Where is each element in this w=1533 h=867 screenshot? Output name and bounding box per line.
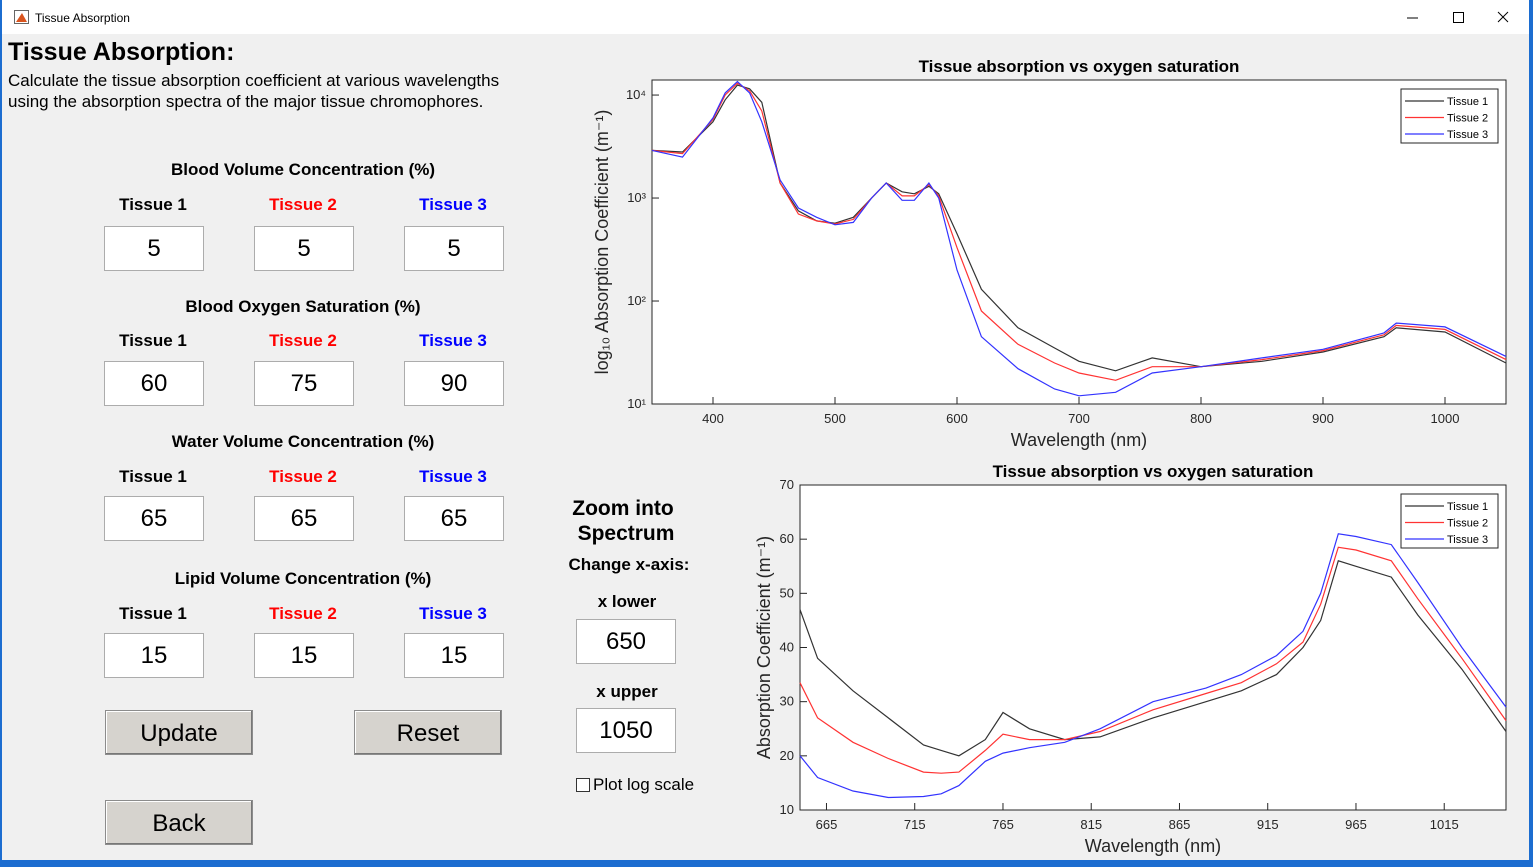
value-input[interactable]: 65: [254, 496, 354, 541]
chart-title: Tissue absorption vs oxygen saturation: [919, 57, 1240, 76]
section-title: Lipid Volume Concentration (%): [174, 569, 432, 588]
x-tick-label: 700: [1068, 411, 1090, 426]
reset-button[interactable]: Reset: [354, 710, 502, 755]
zoom-subtitle: Change x-axis:: [568, 555, 690, 574]
y-tick-label: 20: [780, 748, 794, 763]
axes-area: [799, 484, 1507, 811]
value-input[interactable]: 65: [404, 496, 504, 541]
legend-label: Tissue 3: [1447, 534, 1488, 546]
y-tick-label: 60: [780, 531, 794, 546]
tissue-label: Tissue 1: [119, 195, 187, 214]
x-axis-label: Wavelength (nm): [1085, 836, 1221, 856]
back-button[interactable]: Back: [105, 800, 253, 845]
y-axis-label: log₁₀ Absorption Coefficient (m⁻¹): [592, 110, 612, 375]
value-input[interactable]: 60: [104, 361, 204, 406]
tissue-label: Tissue 3: [419, 331, 487, 350]
y-tick-label: 10⁴: [626, 87, 646, 102]
tissue-label: Tissue 2: [269, 195, 337, 214]
tissue-label: Tissue 3: [419, 604, 487, 623]
y-tick-label: 70: [780, 477, 794, 492]
legend-label: Tissue 1: [1447, 96, 1488, 108]
y-tick-label: 10²: [627, 293, 646, 308]
legend-label: Tissue 2: [1447, 518, 1488, 530]
tissue-label: Tissue 1: [119, 467, 187, 486]
x-axis-label: Wavelength (nm): [1011, 430, 1147, 450]
zoom-title: Zoom into: [572, 497, 674, 520]
value-input[interactable]: 5: [404, 226, 504, 271]
y-tick-label: 10: [780, 802, 794, 817]
x-tick-label: 400: [702, 411, 724, 426]
tissue-label: Tissue 2: [269, 467, 337, 486]
x-upper-input[interactable]: 1050: [576, 708, 676, 753]
y-tick-label: 30: [780, 694, 794, 709]
x-tick-label: 900: [1312, 411, 1334, 426]
value-input[interactable]: 5: [254, 226, 354, 271]
title-bar: Tissue Absorption: [2, 0, 1529, 34]
y-axis-label: Absorption Coefficient (m⁻¹): [754, 536, 774, 759]
y-tick-label: 50: [780, 585, 794, 600]
page-title: Tissue Absorption:: [8, 38, 235, 66]
legend-label: Tissue 2: [1447, 113, 1488, 125]
window-title: Tissue Absorption: [35, 11, 130, 25]
series-line: [799, 533, 1507, 799]
value-input[interactable]: 15: [104, 633, 204, 678]
y-tick-label: 10¹: [627, 396, 646, 411]
value-input[interactable]: 90: [404, 361, 504, 406]
x-tick-label: 600: [946, 411, 968, 426]
value-input[interactable]: 15: [404, 633, 504, 678]
update-button[interactable]: Update: [105, 710, 253, 755]
x-tick-label: 1015: [1430, 817, 1459, 832]
tissue-label: Tissue 2: [269, 604, 337, 623]
chart-title: Tissue absorption vs oxygen saturation: [993, 462, 1314, 481]
y-tick-label: 10³: [627, 190, 646, 205]
log-checkbox-label[interactable]: Plot log scale: [593, 775, 695, 794]
x-tick-label: 1000: [1431, 411, 1460, 426]
tissue-label: Tissue 2: [269, 331, 337, 350]
legend-label: Tissue 1: [1447, 501, 1488, 513]
tissue-label: Tissue 3: [419, 467, 487, 486]
x-lower-input[interactable]: 650: [576, 619, 676, 664]
x-tick-label: 800: [1190, 411, 1212, 426]
x-tick-label: 715: [904, 817, 926, 832]
value-input[interactable]: 65: [104, 496, 204, 541]
series-line: [799, 546, 1507, 774]
tissue-label: Tissue 3: [419, 195, 487, 214]
y-tick-label: 40: [780, 640, 794, 655]
x-tick-label: 665: [816, 817, 838, 832]
value-input[interactable]: 75: [254, 361, 354, 406]
section-title: Blood Volume Concentration (%): [170, 160, 436, 179]
x-lower-label: x lower: [597, 592, 657, 611]
section-title: Water Volume Concentration (%): [171, 432, 435, 451]
legend-label: Tissue 3: [1447, 129, 1488, 141]
value-input[interactable]: 15: [254, 633, 354, 678]
x-tick-label: 815: [1080, 817, 1102, 832]
tissue-label: Tissue 1: [119, 604, 187, 623]
zoom-title: Spectrum: [577, 522, 675, 545]
tissue-label: Tissue 1: [119, 331, 187, 350]
value-input[interactable]: 5: [104, 226, 204, 271]
series-line: [651, 82, 1507, 381]
section-title: Blood Oxygen Saturation (%): [185, 297, 421, 316]
description: using the absorption spectra of the majo…: [8, 92, 484, 111]
x-tick-label: 965: [1345, 817, 1367, 832]
x-upper-label: x upper: [596, 682, 658, 701]
series-line: [799, 560, 1507, 757]
description: Calculate the tissue absorption coeffici…: [8, 71, 500, 90]
log-checkbox[interactable]: [576, 778, 590, 792]
axes-area: [651, 79, 1507, 405]
x-tick-label: 500: [824, 411, 846, 426]
x-tick-label: 865: [1169, 817, 1191, 832]
series-line: [651, 80, 1507, 397]
x-tick-label: 915: [1257, 817, 1279, 832]
app-icon: [14, 10, 29, 24]
x-tick-label: 765: [992, 817, 1014, 832]
window-controls[interactable]: [1402, 8, 1522, 28]
